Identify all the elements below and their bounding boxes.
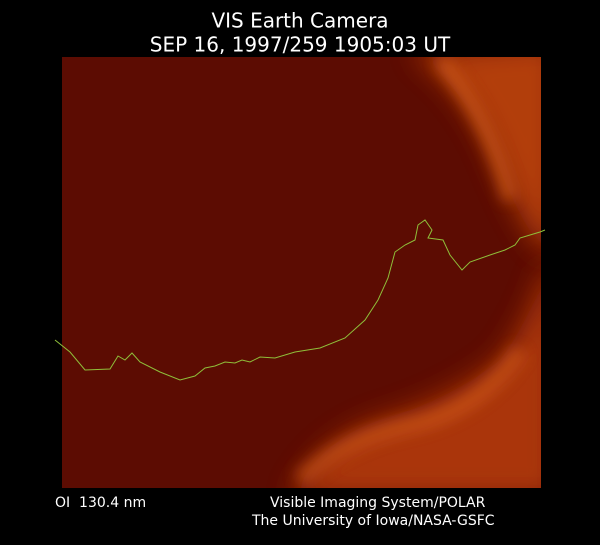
title: VIS Earth Camera <box>211 9 388 33</box>
camera-image <box>62 57 541 488</box>
credit-line: The University of Iowa/NASA-GSFC <box>251 513 495 529</box>
subtitle: SEP 16, 1997/259 1905:03 UT <box>150 33 451 57</box>
credit-line: Visible Imaging System/POLAR <box>270 495 486 511</box>
aurora-arc-lower-bright <box>294 345 527 486</box>
coastline <box>54 219 546 381</box>
aurora-arc-upper <box>419 57 541 246</box>
filter-label: OI 130.4 nm <box>55 495 146 511</box>
aurora-arc-bright <box>434 57 517 202</box>
